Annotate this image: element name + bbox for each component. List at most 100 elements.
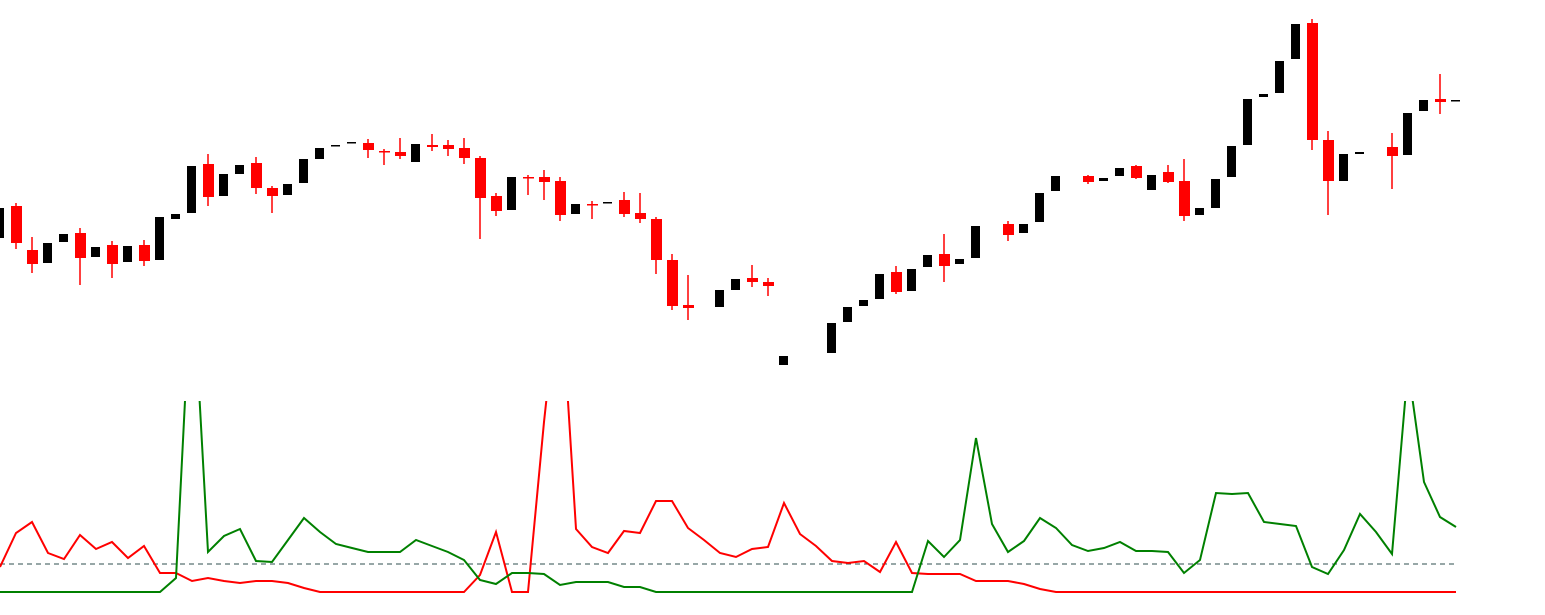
candle <box>11 203 22 249</box>
candle <box>971 226 980 258</box>
bullish-candle-body <box>1259 94 1268 97</box>
bullish-candle-body <box>1115 168 1124 176</box>
candle <box>283 184 292 195</box>
green-indicator-line <box>0 401 1457 593</box>
bullish-candle-body <box>971 226 980 258</box>
candle <box>219 174 228 196</box>
red-indicator-line <box>0 401 1456 593</box>
bullish-candle-body <box>1019 224 1028 233</box>
candle <box>715 290 724 307</box>
candle <box>251 157 262 194</box>
candle <box>507 177 516 210</box>
candle <box>683 275 694 320</box>
bullish-candle-body <box>603 202 612 204</box>
bullish-candle-body <box>715 290 724 307</box>
candle <box>1403 113 1412 155</box>
candle <box>139 240 150 266</box>
bullish-candle-body <box>843 307 852 322</box>
candle <box>523 175 534 195</box>
bearish-candle-body <box>107 245 118 264</box>
candle <box>747 265 758 287</box>
bearish-candle-body <box>635 213 646 219</box>
candle <box>1355 152 1364 154</box>
bullish-candle-body <box>1275 61 1284 93</box>
bullish-candle-body <box>571 204 580 214</box>
candle <box>107 241 118 278</box>
bearish-candle-body <box>27 250 38 264</box>
bearish-candle-body <box>1083 176 1094 182</box>
candle <box>475 156 486 239</box>
bearish-candle-body <box>555 181 566 215</box>
bullish-candle-body <box>1451 100 1460 102</box>
candle <box>315 148 324 159</box>
candle <box>459 138 470 164</box>
candle <box>1131 165 1142 179</box>
bearish-candle-body <box>11 206 22 243</box>
bearish-candle-body <box>459 148 470 158</box>
bullish-candle-body <box>411 144 420 162</box>
candle <box>923 255 932 267</box>
bullish-candle-body <box>1099 178 1108 181</box>
candle <box>571 204 580 214</box>
price-pane <box>0 19 1460 365</box>
bullish-candle-body <box>347 142 356 144</box>
candle <box>667 254 678 310</box>
bullish-candle-body <box>1147 175 1156 190</box>
candle <box>59 234 68 242</box>
candle <box>1195 208 1204 215</box>
candle <box>1307 19 1318 150</box>
bearish-candle-body <box>363 143 374 150</box>
bearish-candle-body <box>1307 23 1318 140</box>
bearish-candle-body <box>891 272 902 292</box>
candle <box>907 269 916 291</box>
candle <box>939 234 950 282</box>
candle <box>891 266 902 294</box>
candle <box>1227 146 1236 177</box>
bullish-candle-body <box>1339 154 1348 181</box>
bullish-candle-body <box>43 243 52 263</box>
bullish-candle-body <box>0 208 4 238</box>
bullish-candle-body <box>187 166 196 213</box>
bearish-candle-body <box>75 233 86 258</box>
bearish-candle-body <box>395 152 406 156</box>
candle <box>395 138 406 159</box>
candle <box>267 186 278 213</box>
bearish-candle-body <box>1387 147 1398 156</box>
bearish-candle-body <box>251 163 262 188</box>
bullish-candle-body <box>1195 208 1204 215</box>
bearish-candle-body <box>139 245 150 261</box>
candle <box>411 144 420 162</box>
candle <box>363 139 374 158</box>
candle <box>827 323 836 353</box>
candle <box>1291 24 1300 59</box>
bullish-candle-body <box>155 217 164 260</box>
candle <box>763 278 774 296</box>
bearish-candle-body <box>1179 181 1190 216</box>
bullish-candle-body <box>859 300 868 306</box>
bearish-candle-body <box>427 145 438 147</box>
candle <box>1163 165 1174 183</box>
candle <box>539 170 550 200</box>
bullish-candle-body <box>1403 113 1412 155</box>
bullish-candle-body <box>923 255 932 267</box>
candle <box>1435 74 1446 114</box>
bullish-candle-body <box>779 356 788 365</box>
candle <box>1419 100 1428 111</box>
candle <box>187 166 196 213</box>
bullish-candle-body <box>91 247 100 257</box>
candle <box>1211 179 1220 208</box>
bullish-candle-body <box>283 184 292 195</box>
bearish-candle-body <box>267 188 278 196</box>
candle <box>1115 168 1124 176</box>
bullish-candle-body <box>1051 176 1060 191</box>
candle <box>1147 175 1156 190</box>
bullish-candle-body <box>1227 146 1236 177</box>
candle <box>1387 133 1398 189</box>
candle <box>555 177 566 221</box>
candle <box>859 300 868 306</box>
bearish-candle-body <box>539 177 550 182</box>
candle <box>43 243 52 263</box>
bullish-candle-body <box>1355 152 1364 154</box>
bearish-candle-body <box>683 305 694 308</box>
